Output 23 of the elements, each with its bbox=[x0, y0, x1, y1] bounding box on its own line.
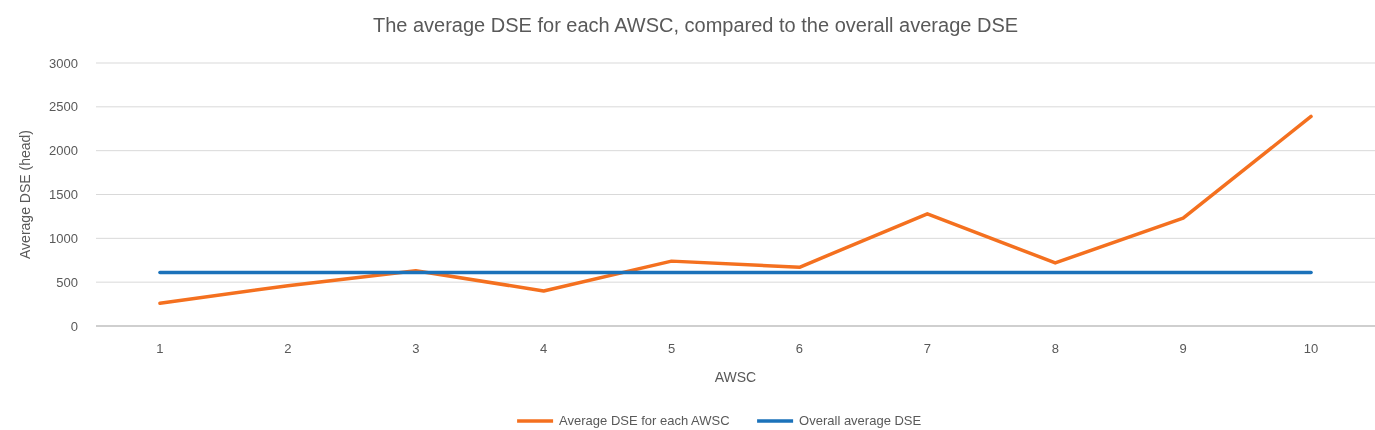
x-tick-label: 8 bbox=[1051, 341, 1059, 356]
line-series bbox=[158, 114, 1313, 305]
x-axis-title: AWSC bbox=[714, 369, 757, 385]
x-tick-label: 2 bbox=[284, 341, 292, 356]
y-tick-label: 500 bbox=[56, 274, 78, 290]
legend-label: Overall average DSE bbox=[799, 413, 922, 428]
x-tick-label: 3 bbox=[412, 341, 420, 356]
y-tick-label: 0 bbox=[70, 318, 78, 334]
chart-title: The average DSE for each AWSC, compared to the overall average DSE bbox=[372, 14, 1019, 36]
x-tick-label: 6 bbox=[795, 341, 804, 356]
x-tick-label: 10 bbox=[1303, 341, 1319, 356]
y-tick-label: 2000 bbox=[49, 143, 78, 159]
y-tick-label: 1500 bbox=[49, 187, 78, 202]
y-tick-label: 3000 bbox=[49, 55, 78, 71]
x-tick-label: 1 bbox=[156, 341, 164, 356]
x-tick-label: 9 bbox=[1179, 341, 1187, 356]
x-tick-label: 7 bbox=[923, 341, 931, 356]
y-axis-title: Average DSE (head) bbox=[17, 130, 33, 259]
y-tick-label: 1000 bbox=[49, 230, 78, 246]
x-tick-label: 5 bbox=[667, 341, 676, 356]
x-tick-label: 4 bbox=[540, 341, 548, 356]
legend-label: Average DSE for each AWSC bbox=[559, 413, 730, 428]
y-tick-label: 2500 bbox=[49, 99, 78, 115]
